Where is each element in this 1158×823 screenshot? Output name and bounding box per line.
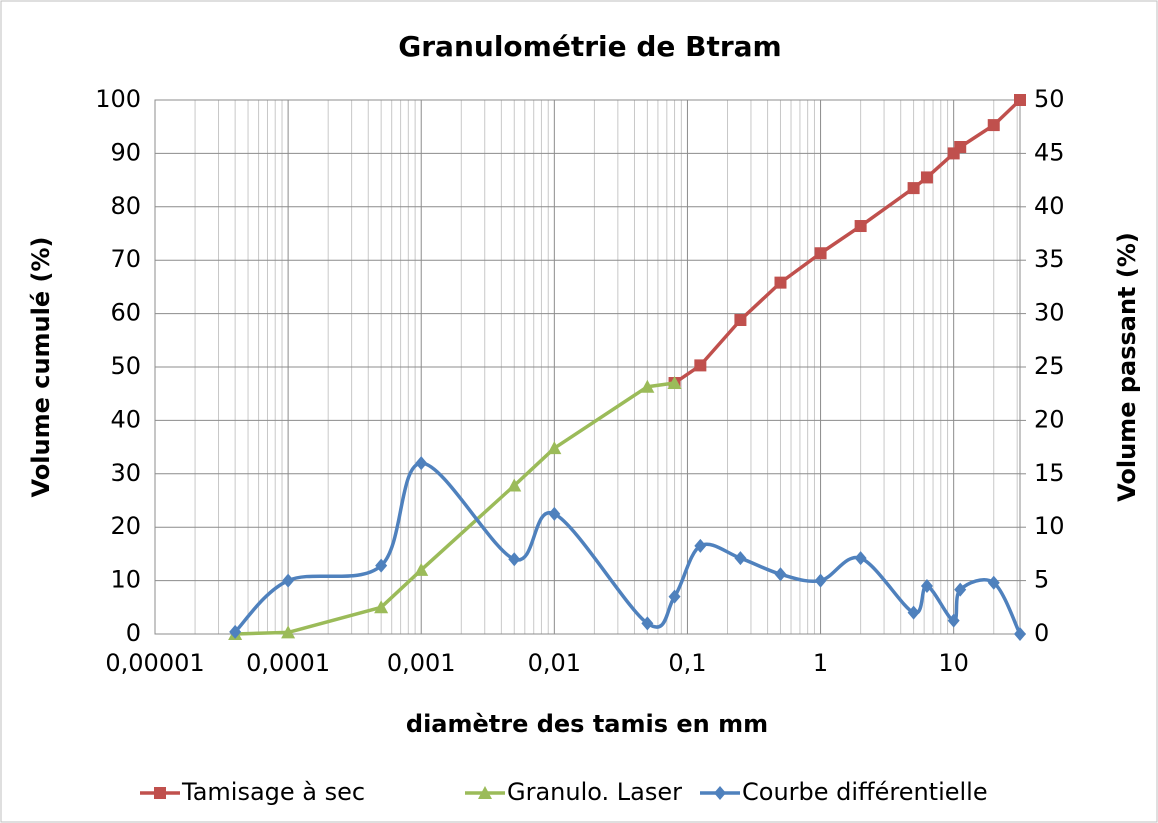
- marker: [734, 551, 747, 566]
- marker: [507, 478, 522, 492]
- y2-tick-label: 5: [1034, 566, 1049, 594]
- x-tick-label: 0,0001: [246, 649, 330, 677]
- x-tick-label: 0,00001: [105, 649, 204, 677]
- marker: [774, 276, 787, 289]
- marker: [375, 558, 388, 573]
- marker: [947, 613, 960, 628]
- y2-tick-label: 40: [1034, 192, 1065, 220]
- marker: [987, 575, 1000, 590]
- y-tick-label: 100: [95, 85, 141, 113]
- marker: [920, 578, 933, 593]
- marker: [1014, 627, 1026, 641]
- marker: [694, 359, 707, 372]
- y-tick-label: 70: [110, 245, 141, 273]
- y-tick-label: 80: [110, 192, 141, 220]
- marker: [668, 589, 681, 604]
- marker: [547, 441, 562, 455]
- y2-tick-label: 30: [1034, 299, 1065, 327]
- x-tick-label: 1: [813, 649, 828, 677]
- y-axis-title: Volume cumulé (%): [27, 237, 55, 498]
- legend-label: Tamisage à sec: [181, 778, 365, 806]
- y2-tick-label: 35: [1034, 245, 1065, 273]
- marker: [814, 573, 827, 588]
- x-axis-title: diamètre des tamis en mm: [406, 710, 768, 738]
- x-tick-label: 0,001: [387, 649, 456, 677]
- chart-title: Granulométrie de Btram: [398, 30, 781, 63]
- y2-tick-label: 25: [1034, 352, 1065, 380]
- x-tick-label: 0,01: [528, 649, 581, 677]
- plot-border: [154, 99, 1021, 635]
- legend-label: Courbe différentielle: [742, 778, 988, 806]
- marker: [282, 573, 295, 588]
- marker: [154, 787, 166, 799]
- y2-tick-label: 15: [1034, 459, 1065, 487]
- y-tick-label: 90: [110, 138, 141, 166]
- marker: [694, 538, 707, 553]
- marker: [641, 616, 654, 631]
- y-tick-label: 40: [110, 405, 141, 433]
- series-line: [235, 381, 675, 636]
- marker: [854, 220, 867, 233]
- y-tick-label: 0: [126, 619, 141, 647]
- marker: [1014, 94, 1026, 106]
- marker: [374, 600, 389, 614]
- marker: [640, 379, 655, 393]
- y2-tick-label: 20: [1034, 405, 1065, 433]
- y2-tick-label: 0: [1034, 619, 1049, 647]
- y-tick-label: 10: [110, 566, 141, 594]
- marker: [734, 314, 747, 327]
- x-tick-label: 0,1: [668, 649, 706, 677]
- y2-tick-label: 50: [1034, 85, 1065, 113]
- marker: [508, 552, 521, 567]
- marker: [907, 182, 920, 195]
- y2-tick-label: 10: [1034, 512, 1065, 540]
- x-tick-label: 10: [938, 649, 969, 677]
- marker: [954, 582, 967, 597]
- marker: [414, 562, 429, 576]
- marker: [954, 140, 967, 153]
- y-tick-label: 50: [110, 352, 141, 380]
- legend-label: Granulo. Laser: [507, 778, 682, 806]
- marker: [415, 456, 428, 471]
- marker: [667, 376, 682, 390]
- y2-axis-title: Volume passant (%): [1113, 232, 1141, 502]
- y-tick-label: 60: [110, 299, 141, 327]
- marker: [714, 786, 726, 800]
- marker: [920, 171, 933, 184]
- marker: [987, 119, 1000, 132]
- marker: [478, 786, 492, 799]
- y-tick-label: 30: [110, 459, 141, 487]
- marker: [774, 567, 787, 582]
- marker: [229, 624, 242, 639]
- marker: [548, 506, 561, 521]
- y2-tick-label: 45: [1034, 138, 1065, 166]
- marker: [854, 551, 867, 566]
- marker: [814, 247, 827, 260]
- y-tick-label: 20: [110, 512, 141, 540]
- marker: [281, 625, 296, 639]
- marker: [907, 605, 920, 620]
